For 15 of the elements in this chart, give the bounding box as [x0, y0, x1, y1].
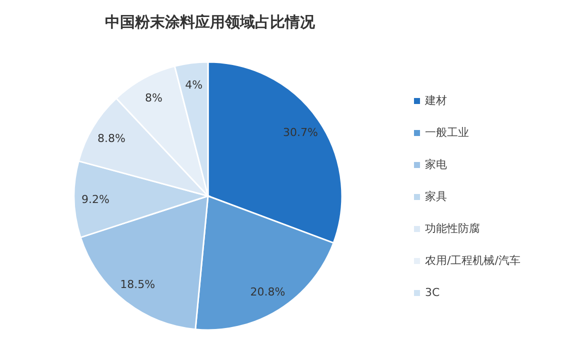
legend-label: 一般工业: [425, 126, 469, 139]
legend-label: 功能性防腐: [425, 222, 480, 235]
chart-title: 中国粉末涂料应用领域占比情况: [105, 13, 316, 31]
legend-label: 3C: [425, 286, 440, 299]
data-label: 30.7%: [283, 126, 318, 139]
data-label: 20.8%: [250, 285, 286, 298]
legend-label: 建材: [424, 94, 447, 107]
data-label: 4%: [185, 78, 203, 92]
data-label: 18.5%: [120, 278, 156, 291]
legend-label: 农用/工程机械/汽车: [425, 254, 520, 267]
data-label: 9.2%: [82, 192, 110, 206]
data-label: 8%: [145, 91, 162, 104]
legend-label: 家具: [425, 190, 447, 203]
data-label: 8.8%: [98, 132, 126, 146]
legend-label: 家电: [425, 158, 447, 171]
